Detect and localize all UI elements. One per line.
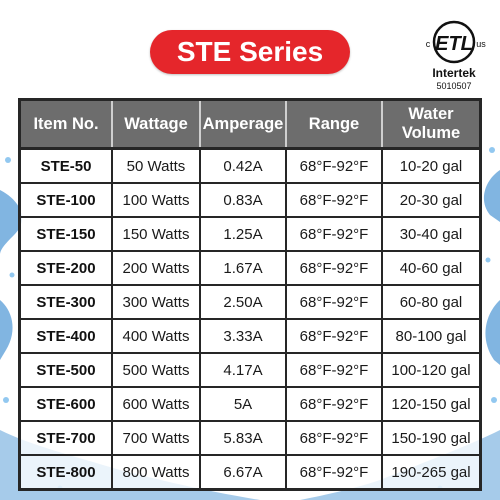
cert-brand: Intertek xyxy=(432,66,476,80)
wattage-cell: 800 Watts xyxy=(111,454,200,490)
amperage-cell: 5A xyxy=(199,386,286,421)
range-cell: 68°F-92°F xyxy=(285,284,382,319)
item-no-cell: STE-600 xyxy=(19,386,112,421)
series-title: STE Series xyxy=(150,30,350,74)
amperage-cell: 2.50A xyxy=(199,284,286,319)
range-cell: 68°F-92°F xyxy=(285,352,382,387)
table-header-row: Item No. Wattage Amperage Range Water Vo… xyxy=(19,99,481,150)
range-cell: 68°F-92°F xyxy=(285,420,382,455)
water-volume-cell: 20-30 gal xyxy=(381,182,481,217)
water-volume-cell: 60-80 gal xyxy=(381,284,481,319)
etl-mark-text: ETL xyxy=(435,33,473,55)
item-no-cell: STE-200 xyxy=(19,250,112,285)
header-item-no: Item No. xyxy=(19,99,112,150)
item-no-cell: STE-400 xyxy=(19,318,112,353)
table-row: STE-600 600 Watts 5A 68°F-92°F 120-150 g… xyxy=(19,386,481,421)
amperage-cell: 5.83A xyxy=(199,420,286,455)
cert-c-letter: c xyxy=(426,39,431,49)
water-volume-cell: 10-20 gal xyxy=(381,148,481,183)
table-row: STE-300 300 Watts 2.50A 68°F-92°F 60-80 … xyxy=(19,284,481,319)
cert-number: 5010507 xyxy=(436,81,472,91)
amperage-cell: 6.67A xyxy=(199,454,286,490)
spec-table: Item No. Wattage Amperage Range Water Vo… xyxy=(18,98,482,491)
amperage-cell: 4.17A xyxy=(199,352,286,387)
table-row: STE-100 100 Watts 0.83A 68°F-92°F 20-30 … xyxy=(19,182,481,217)
amperage-cell: 3.33A xyxy=(199,318,286,353)
amperage-cell: 1.25A xyxy=(199,216,286,251)
water-volume-cell: 120-150 gal xyxy=(381,386,481,421)
range-cell: 68°F-92°F xyxy=(285,148,382,183)
water-volume-cell: 80-100 gal xyxy=(381,318,481,353)
amperage-cell: 0.83A xyxy=(199,182,286,217)
wattage-cell: 100 Watts xyxy=(111,182,200,217)
range-cell: 68°F-92°F xyxy=(285,182,382,217)
table-row: STE-50 50 Watts 0.42A 68°F-92°F 10-20 ga… xyxy=(20,148,481,183)
wattage-cell: 150 Watts xyxy=(111,216,200,251)
amperage-cell: 1.67A xyxy=(199,250,286,285)
header-water-volume: Water Volume xyxy=(381,99,481,150)
range-cell: 68°F-92°F xyxy=(285,386,382,421)
item-no-cell: STE-150 xyxy=(19,216,112,251)
wattage-cell: 300 Watts xyxy=(111,284,200,319)
table-row: STE-700 700 Watts 5.83A 68°F-92°F 150-19… xyxy=(19,420,481,455)
wattage-cell: 400 Watts xyxy=(111,318,200,353)
water-volume-cell: 190-265 gal xyxy=(381,454,481,490)
header-amperage: Amperage xyxy=(199,99,286,150)
water-volume-cell: 150-190 gal xyxy=(381,420,481,455)
table-row: STE-150 150 Watts 1.25A 68°F-92°F 30-40 … xyxy=(19,216,481,251)
header-wattage: Wattage xyxy=(111,99,200,150)
header-range: Range xyxy=(285,99,382,150)
range-cell: 68°F-92°F xyxy=(285,216,382,251)
table-row: STE-500 500 Watts 4.17A 68°F-92°F 100-12… xyxy=(19,352,481,387)
item-no-cell: STE-300 xyxy=(19,284,112,319)
etl-certification-icon: ETL c us xyxy=(426,20,486,64)
item-no-cell: STE-500 xyxy=(19,352,112,387)
table-row: STE-800 800 Watts 6.67A 68°F-92°F 190-26… xyxy=(19,454,481,490)
amperage-cell: 0.42A xyxy=(199,148,286,183)
wattage-cell: 500 Watts xyxy=(111,352,200,387)
range-cell: 68°F-92°F xyxy=(285,454,382,490)
item-no-cell: STE-800 xyxy=(19,454,112,490)
table-row: STE-400 400 Watts 3.33A 68°F-92°F 80-100… xyxy=(19,318,481,353)
table-row: STE-200 200 Watts 1.67A 68°F-92°F 40-60 … xyxy=(19,250,481,285)
water-volume-cell: 40-60 gal xyxy=(381,250,481,285)
item-no-cell: STE-100 xyxy=(19,182,112,217)
wattage-cell: 600 Watts xyxy=(111,386,200,421)
wattage-cell: 700 Watts xyxy=(111,420,200,455)
range-cell: 68°F-92°F xyxy=(285,318,382,353)
cert-us-letters: us xyxy=(476,39,486,49)
water-volume-cell: 30-40 gal xyxy=(381,216,481,251)
wattage-cell: 200 Watts xyxy=(111,250,200,285)
item-no-cell: STE-700 xyxy=(19,420,112,455)
item-no-cell: STE-50 xyxy=(40,157,92,175)
range-cell: 68°F-92°F xyxy=(285,250,382,285)
water-volume-cell: 100-120 gal xyxy=(381,352,481,387)
wattage-cell: 50 Watts xyxy=(111,148,200,183)
